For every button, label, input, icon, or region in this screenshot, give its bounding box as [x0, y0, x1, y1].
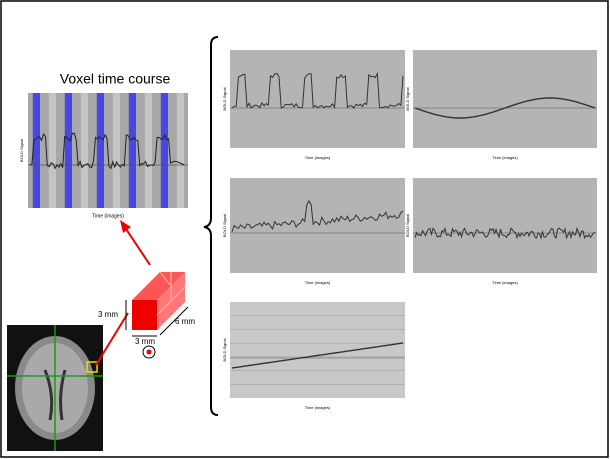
signal-curve	[414, 226, 596, 240]
x-axis-label: Time (images)	[92, 213, 124, 219]
arrow	[95, 312, 129, 366]
time-course-panel: Time (images) BOLD Signal	[405, 178, 597, 285]
bracket	[203, 36, 219, 416]
voxel-cube	[125, 271, 189, 359]
signal-curve	[231, 199, 404, 233]
signal-curve	[231, 342, 404, 369]
x-axis-label: Time (images)	[305, 155, 331, 160]
stimulus-block	[96, 93, 104, 208]
rest-block	[144, 93, 152, 208]
arrow	[123, 225, 151, 266]
x-axis-label: Time (images)	[492, 155, 518, 160]
x-axis-label: Time (images)	[492, 280, 518, 285]
cube-depth: 6 mm	[175, 317, 195, 326]
brain-image	[7, 325, 103, 451]
cube-height: 3 mm	[98, 310, 118, 319]
x-axis-label: Time (images)	[305, 405, 331, 410]
rest-block	[80, 93, 88, 208]
signal-curve	[414, 97, 596, 119]
plot-area	[413, 50, 597, 148]
y-axis-label: BOLD Signal	[405, 214, 410, 237]
plot-area	[230, 50, 405, 148]
plot-area	[230, 178, 405, 273]
rest-block	[48, 93, 56, 208]
signal-curve	[29, 132, 185, 170]
stimulus-block	[128, 93, 136, 208]
stimulus-block	[32, 93, 40, 208]
stimulus-block	[64, 93, 72, 208]
arrow-head	[120, 220, 131, 233]
x-axis-label: Time (images)	[305, 280, 331, 285]
stimulus-block	[160, 93, 168, 208]
y-axis-label: BOLD Signal	[19, 139, 24, 162]
y-axis-label: BOLD Signal	[222, 87, 227, 110]
plot-area	[230, 302, 405, 398]
time-course-panel: Time (images) BOLD Signal	[222, 50, 405, 160]
cube-width: 3 mm	[135, 337, 155, 346]
time-course-panel: Time (images) BOLD Signal	[222, 178, 405, 285]
y-axis-label: BOLD Signal	[222, 214, 227, 237]
time-course-panel: Time (images) BOLD Signal	[222, 302, 405, 410]
plot-area	[413, 178, 597, 273]
signal-curve	[231, 71, 404, 109]
rest-block	[176, 93, 184, 208]
y-axis-label: BOLD Signal	[222, 338, 227, 361]
y-axis-label: BOLD Signal	[405, 87, 410, 110]
rest-block	[112, 93, 120, 208]
left-title: Voxel time course	[60, 71, 171, 87]
time-course-panel: Time (images) BOLD Signal	[405, 50, 597, 160]
